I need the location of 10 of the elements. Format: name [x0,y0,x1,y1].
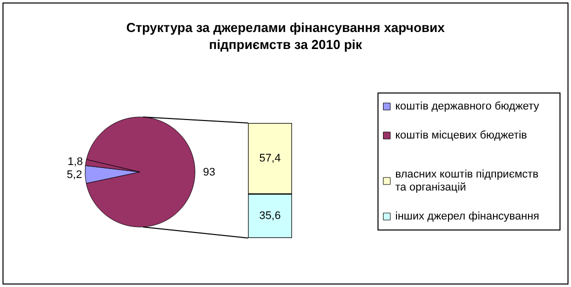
legend-label: коштів державного бюджету [395,100,540,112]
legend-label: інших джерел фінансування [395,210,540,222]
data-label: 57,4 [259,152,281,164]
data-label: 5,2 [66,168,82,181]
legend-label: власних коштів підприємств та організацій [395,168,539,194]
data-label: 93 [202,166,216,179]
chart-title: Структура за джерелами фінансування харчових підприємств за 2010 рік [126,20,446,52]
legend-label: коштів місцевих бюджетів [395,130,528,142]
data-label: 1,8 [68,156,83,168]
data-label: 35,6 [259,210,281,222]
